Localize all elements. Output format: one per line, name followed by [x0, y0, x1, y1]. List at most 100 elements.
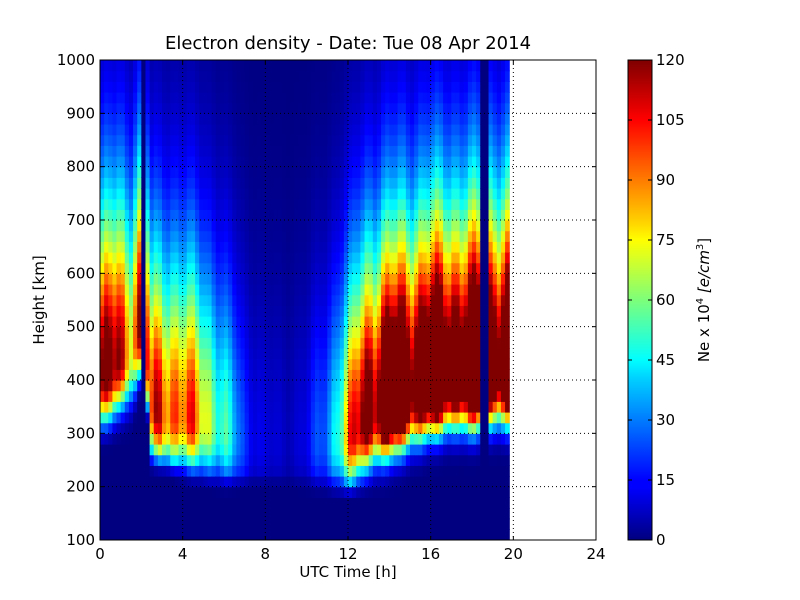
heatmap-cell: [451, 188, 457, 200]
heatmap-cell: [389, 60, 395, 72]
heatmap-cell: [447, 433, 452, 445]
heatmap-cell: [269, 316, 275, 328]
heatmap-cell: [128, 294, 134, 306]
heatmap-cell: [401, 337, 407, 349]
heatmap-cell: [476, 497, 481, 509]
heatmap-cell: [257, 358, 262, 370]
heatmap-cell: [178, 92, 184, 104]
heatmap-cell: [381, 198, 386, 210]
heatmap-cell: [252, 252, 258, 264]
heatmap-cell: [128, 188, 134, 200]
heatmap-cell: [397, 70, 403, 82]
heatmap-cell: [199, 220, 204, 232]
heatmap-cell: [128, 348, 134, 360]
heatmap-cell: [455, 465, 461, 477]
heatmap-cell: [422, 497, 428, 509]
heatmap-cell: [149, 262, 155, 274]
heatmap-cell: [480, 230, 485, 242]
heatmap-cell: [273, 316, 279, 328]
heatmap-cell: [232, 252, 237, 264]
heatmap-cell: [145, 433, 151, 445]
heatmap-cell: [162, 70, 167, 82]
heatmap-cell: [451, 401, 457, 413]
heatmap-cell: [368, 508, 374, 520]
heatmap-cell: [422, 166, 428, 178]
heatmap-cell: [397, 348, 403, 360]
heatmap-cell: [162, 294, 167, 306]
heatmap-cell: [162, 348, 167, 360]
heatmap-cell: [120, 262, 126, 274]
heatmap-cell: [310, 209, 316, 221]
heatmap-cell: [335, 476, 341, 488]
heatmap-cell: [360, 113, 366, 125]
heatmap-cell: [298, 422, 304, 434]
heatmap-cell: [228, 316, 233, 328]
heatmap-cell: [277, 70, 283, 82]
heatmap-cell: [447, 209, 452, 221]
heatmap-cell: [149, 188, 155, 200]
heatmap-cell: [120, 422, 126, 434]
heatmap-cell: [252, 177, 258, 189]
heatmap-cell: [484, 220, 490, 232]
heatmap-cell: [505, 134, 510, 146]
heatmap-cell: [410, 145, 415, 157]
heatmap-cell: [323, 508, 328, 520]
heatmap-cell: [277, 134, 283, 146]
heatmap-cell: [414, 198, 419, 210]
heatmap-cell: [277, 294, 283, 306]
heatmap-cell: [141, 188, 147, 200]
heatmap-cell: [314, 262, 320, 274]
heatmap-cell: [228, 454, 233, 466]
heatmap-cell: [128, 241, 134, 253]
heatmap-cell: [203, 380, 209, 392]
heatmap-cell: [195, 209, 200, 221]
heatmap-cell: [232, 262, 237, 274]
heatmap-cell: [426, 476, 432, 488]
heatmap-cell: [405, 92, 411, 104]
heatmap-cell: [418, 124, 423, 136]
heatmap-cell: [426, 220, 432, 232]
heatmap-cell: [389, 241, 395, 253]
heatmap-cell: [459, 294, 465, 306]
heatmap-cell: [443, 92, 448, 104]
heatmap-cell: [162, 113, 167, 125]
heatmap-cell: [252, 273, 258, 285]
heatmap-cell: [294, 508, 299, 520]
heatmap-cell: [339, 70, 345, 82]
heatmap-cell: [451, 433, 457, 445]
heatmap-cell: [463, 166, 469, 178]
heatmap-cell: [401, 124, 407, 136]
heatmap-cell: [455, 390, 461, 402]
heatmap-cell: [422, 92, 428, 104]
heatmap-cell: [430, 81, 436, 93]
heatmap-cell: [443, 316, 448, 328]
heatmap-cell: [273, 476, 279, 488]
heatmap-cell: [219, 113, 225, 125]
heatmap-cell: [372, 529, 378, 540]
heatmap-cell: [496, 102, 502, 114]
heatmap-cell: [141, 294, 147, 306]
heatmap-cell: [190, 230, 196, 242]
heatmap-cell: [236, 220, 242, 232]
heatmap-cell: [261, 348, 266, 360]
heatmap-cell: [372, 476, 378, 488]
heatmap-cell: [112, 454, 118, 466]
heatmap-cell: [484, 113, 490, 125]
heatmap-cell: [335, 209, 341, 221]
heatmap-cell: [356, 209, 361, 221]
heatmap-cell: [505, 326, 510, 338]
heatmap-cell: [281, 476, 287, 488]
heatmap-cell: [364, 358, 370, 370]
heatmap-cell: [410, 433, 415, 445]
heatmap-cell: [348, 92, 353, 104]
heatmap-cell: [190, 358, 196, 370]
heatmap-cell: [100, 316, 105, 328]
heatmap-cell: [290, 220, 295, 232]
heatmap-cell: [331, 70, 337, 82]
heatmap-cell: [389, 284, 395, 296]
heatmap-cell: [480, 358, 485, 370]
heatmap-cell: [294, 220, 299, 232]
heatmap-cell: [257, 262, 262, 274]
heatmap-cell: [360, 326, 366, 338]
heatmap-cell: [418, 134, 423, 146]
